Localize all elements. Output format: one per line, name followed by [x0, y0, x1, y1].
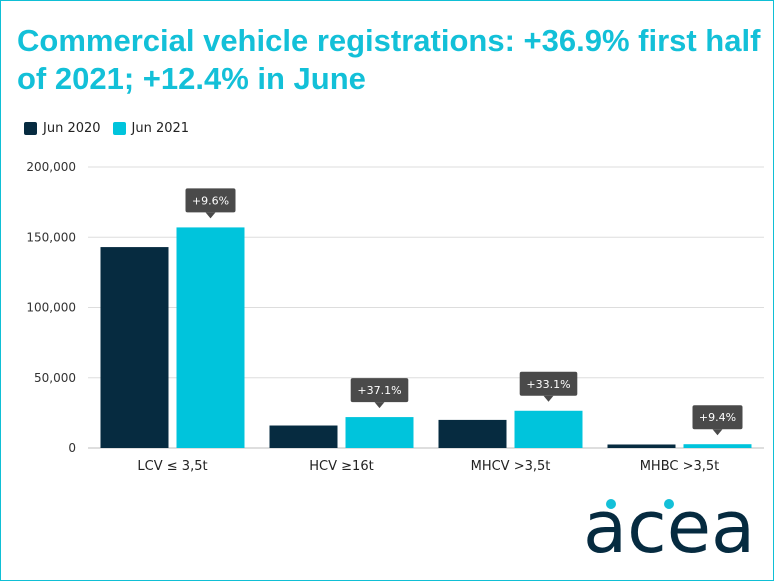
annotation-box [185, 188, 236, 213]
legend-swatch-jun-2021 [112, 122, 126, 135]
bar-jun-2021 [345, 417, 414, 448]
annotation-box [692, 405, 743, 430]
y-tick-label: 50,000 [34, 371, 76, 385]
y-tick-label: 0 [68, 441, 76, 455]
annotation-label: +9.6% [192, 194, 229, 207]
annotation-box [519, 371, 578, 396]
legend-swatch-jun-2020 [24, 122, 37, 135]
annotation-pointer [712, 429, 723, 436]
acea-logo: acea [583, 490, 753, 565]
legend-label-jun-2021: Jun 2021 [131, 121, 190, 136]
annotation-pointer [205, 212, 216, 219]
legend-item-jun-2020: Jun 2020 [24, 121, 101, 136]
annotation-box [350, 378, 409, 403]
bar-jun-2020 [100, 247, 169, 448]
chart-legend: Jun 2020 Jun 2021 [24, 121, 201, 136]
y-tick-label: 100,000 [26, 301, 76, 315]
annotation-label: +9.4% [699, 411, 736, 424]
legend-label-jun-2020: Jun 2020 [43, 121, 101, 136]
logo-dot-icon [664, 499, 674, 509]
logo-dot-icon [606, 499, 616, 509]
annotation-pointer [543, 395, 554, 402]
x-tick-label: MHCV >3,5t [471, 459, 551, 474]
x-tick-label: HCV ≥16t [309, 459, 373, 474]
bar-jun-2020 [438, 419, 507, 448]
y-tick-label: 200,000 [26, 160, 76, 174]
chart-title: Commercial vehicle registrations: +36.9%… [17, 23, 761, 96]
bar-jun-2020 [607, 444, 676, 448]
annotation-pointer [374, 402, 385, 409]
annotation-label: +33.1% [526, 378, 570, 391]
annotation-label: +37.1% [357, 384, 401, 397]
x-tick-label: LCV ≤ 3,5t [137, 459, 207, 474]
bar-jun-2021 [683, 444, 752, 448]
bar-jun-2020 [269, 425, 338, 448]
bar-jun-2021 [176, 227, 245, 448]
bar-jun-2021 [514, 410, 583, 448]
x-tick-label: MHBC >3,5t [640, 459, 720, 474]
legend-item-jun-2021: Jun 2021 [112, 121, 190, 136]
y-tick-label: 150,000 [26, 230, 76, 244]
